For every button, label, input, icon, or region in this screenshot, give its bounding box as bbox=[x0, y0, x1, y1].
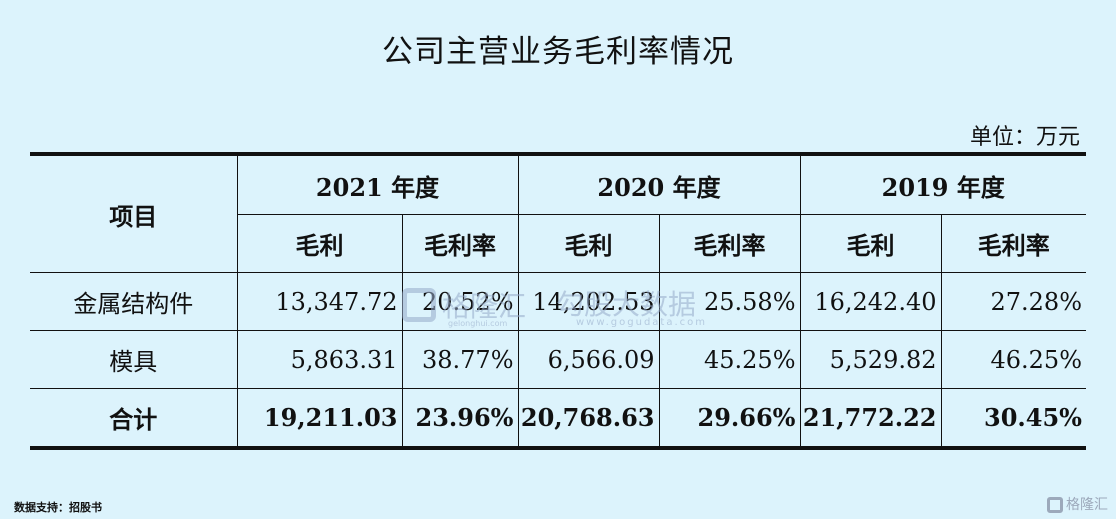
unit-label: 单位：万元 bbox=[969, 125, 1080, 150]
cell-margin-2019: 27.28% bbox=[940, 272, 1086, 331]
profit-header-2021: 毛利 bbox=[236, 214, 402, 273]
item-header: 项目 bbox=[30, 153, 237, 273]
cell-margin-2019: 46.25% bbox=[940, 330, 1086, 389]
header-row-metrics: 毛利 毛利率 毛利 毛利率 毛利 毛利率 bbox=[30, 214, 1086, 273]
header-row-years: 项目 2021 年度 2020 年度 2019 年度 bbox=[30, 153, 1086, 273]
year-header-2019: 2019 年度 bbox=[799, 153, 1086, 215]
profit-header-2020: 毛利 bbox=[517, 214, 659, 273]
cell-profit-2019: 5,529.82 bbox=[799, 330, 941, 389]
watermark-text: 格隆汇 bbox=[1066, 497, 1108, 513]
cell-margin-2020: 29.66% bbox=[658, 388, 800, 449]
cell-margin-2020: 45.25% bbox=[658, 330, 800, 389]
watermark-gelonghui: 格隆汇 gelonghui.com bbox=[402, 285, 527, 328]
cell-profit-2020: 6,566.09 bbox=[517, 330, 659, 389]
watermark-text: 勾股大数据 bbox=[556, 288, 697, 321]
page-title: 公司主营业务毛利率情况 bbox=[382, 34, 734, 70]
row-label: 金属结构件 bbox=[30, 272, 237, 331]
margin-header-2021: 毛利率 bbox=[401, 214, 518, 273]
cell-margin-2020: 25.58% bbox=[658, 272, 800, 331]
margin-header-2020: 毛利率 bbox=[658, 214, 800, 273]
row-label: 模具 bbox=[30, 330, 237, 389]
year-header-2021: 2021 年度 bbox=[236, 153, 518, 215]
cell-margin-2019: 30.45% bbox=[940, 388, 1086, 449]
cell-profit-2021: 19,211.03 bbox=[236, 388, 402, 449]
gelonghui-logo-icon bbox=[402, 288, 436, 322]
cell-profit-2019: 21,772.22 bbox=[799, 388, 941, 449]
watermark-url: gelonghui.com bbox=[448, 319, 508, 328]
source-note: 数据支持：招股书 bbox=[14, 501, 102, 514]
row-label: 合计 bbox=[30, 388, 237, 449]
table-row: 金属结构件 13,347.72 20.52% 14,202.53 25.58% … bbox=[30, 272, 1086, 331]
cell-margin-2021: 38.77% bbox=[401, 330, 518, 389]
table-row: 模具 5,863.31 38.77% 6,566.09 45.25% 5,529… bbox=[30, 330, 1086, 389]
cell-profit-2020: 14,202.53 bbox=[517, 272, 659, 331]
watermark-url: www.gogudata.com bbox=[576, 317, 708, 328]
year-header-2020: 2020 年度 bbox=[517, 153, 800, 215]
cell-margin-2021: 23.96% bbox=[401, 388, 518, 449]
gelonghui-logo-icon bbox=[1047, 497, 1063, 513]
margin-header-2019: 毛利率 bbox=[940, 214, 1086, 273]
watermark-text: 格隆汇 bbox=[442, 290, 527, 323]
cell-profit-2021: 5,863.31 bbox=[236, 330, 402, 389]
gross-margin-table: 项目 2021 年度 2020 年度 2019 年度 毛利 毛利率 毛利 毛利率… bbox=[30, 152, 1086, 450]
cell-profit-2019: 16,242.40 bbox=[799, 272, 941, 331]
watermark-gogudata: 勾股大数据 www.gogudata.com bbox=[556, 283, 705, 328]
table-row-total: 合计 19,211.03 23.96% 20,768.63 29.66% 21,… bbox=[30, 388, 1086, 449]
cell-profit-2020: 20,768.63 bbox=[517, 388, 659, 449]
corner-watermark: 格隆汇 bbox=[1047, 494, 1108, 514]
cell-profit-2021: 13,347.72 bbox=[236, 272, 402, 331]
profit-header-2019: 毛利 bbox=[799, 214, 941, 273]
